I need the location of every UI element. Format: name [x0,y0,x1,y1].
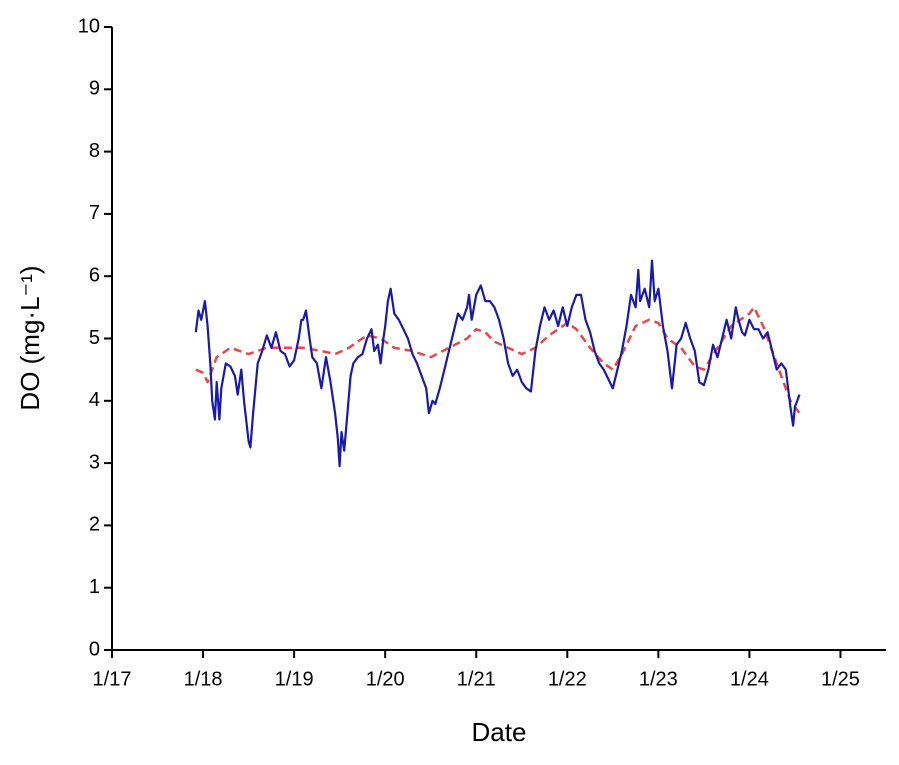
y-tick-label: 6 [89,264,100,286]
y-tick-label: 0 [89,638,100,660]
x-tick-label: 1/25 [821,668,860,690]
y-axis-label: DO (mg·L⁻¹) [15,265,45,410]
y-tick-label: 5 [89,327,100,349]
y-tick-label: 2 [89,514,100,536]
y-tick-label: 9 [89,78,100,100]
x-tick-label: 1/22 [548,668,587,690]
y-tick-label: 3 [89,451,100,473]
y-tick-label: 1 [89,576,100,598]
y-tick-label: 7 [89,202,100,224]
y-tick-label: 4 [89,389,100,411]
x-tick-label: 1/24 [730,668,769,690]
x-tick-label: 1/18 [184,668,223,690]
x-tick-label: 1/21 [457,668,496,690]
x-axis-label: Date [472,717,527,747]
x-tick-label: 1/19 [275,668,314,690]
x-tick-label: 1/23 [639,668,678,690]
y-tick-label: 8 [89,140,100,162]
y-tick-label: 10 [78,15,100,37]
series-line [194,259,801,468]
x-tick-label: 1/20 [366,668,405,690]
x-tick-label: 1/17 [93,668,132,690]
